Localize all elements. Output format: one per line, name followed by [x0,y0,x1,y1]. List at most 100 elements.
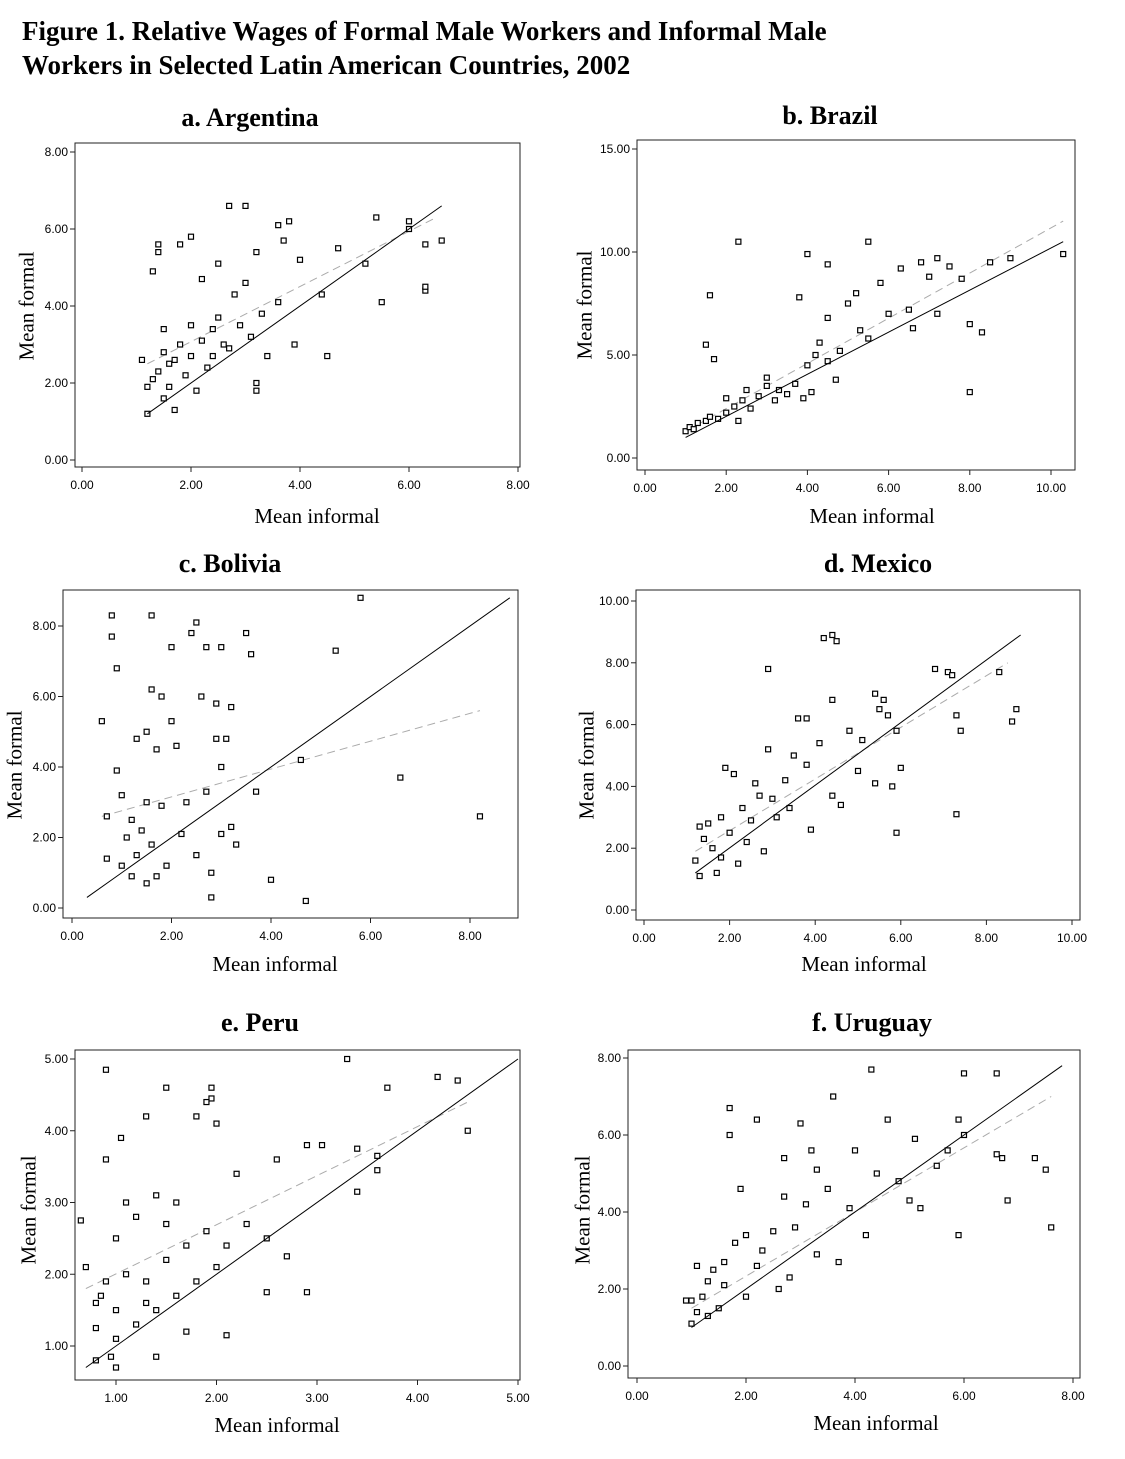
data-point [283,1253,290,1260]
data-point [783,391,791,398]
data-point [233,841,240,848]
data-point [829,631,836,639]
data-point [335,245,342,252]
x-tick-label: 4.00 [796,481,820,495]
data-point [893,727,900,734]
x-tick-label: 2.00 [718,931,742,945]
data-point [739,804,746,812]
data-point [755,393,762,400]
data-point [302,897,309,905]
data-point [97,1292,105,1299]
y-tick-label: 1.00 [45,1339,69,1353]
y-tick-label: 8.00 [598,1051,622,1065]
data-point [133,1321,140,1328]
data-point [808,388,815,396]
data-point [203,1228,210,1235]
data-point [362,260,369,267]
data-point [454,1077,461,1084]
data-point [177,341,184,348]
data-point [993,1070,1000,1077]
data-point [1008,718,1016,725]
data-point [946,263,953,270]
data-point [1042,1166,1049,1173]
data-point [763,374,770,381]
data-point [193,1278,200,1285]
data-point [865,335,872,342]
data-point [1048,1224,1055,1231]
data-point [889,783,896,790]
data-point [897,265,904,272]
data-point [208,894,215,901]
data-point [354,1188,361,1195]
x-tick-label: 4.00 [843,1389,867,1403]
data-point [836,347,843,354]
data-point [884,1116,891,1123]
data-point [258,310,265,317]
fitted-regression-line [685,220,1064,432]
x-tick-label: 6.00 [952,1389,976,1403]
data-point [837,801,844,809]
data-point [812,351,819,359]
data-point [808,1147,815,1154]
data-point [682,1297,690,1304]
data-point [688,1320,695,1327]
data-point [82,1263,89,1271]
y-tick-label: 2.00 [45,376,69,390]
panel-title: d. Mexico [824,549,932,578]
data-point [966,388,973,396]
data-point [275,222,282,229]
data-point [872,690,879,697]
data-point [706,292,714,299]
data-point [880,696,887,703]
data-point [193,387,200,394]
data-point [739,397,746,404]
data-point [770,1228,777,1235]
data-point [771,397,779,404]
data-point [885,310,892,317]
data-point [813,1251,820,1258]
y-tick-label: 4.00 [45,299,69,313]
data-point [702,417,710,425]
data-point [737,1185,744,1193]
data-point [122,1271,130,1278]
data-point [248,651,255,658]
x-tick-label: 2.00 [734,1389,758,1403]
data-point [688,1297,695,1304]
data-point [275,299,282,306]
data-point [143,799,150,806]
data-point [807,826,815,833]
data-point [422,241,429,248]
plot-frame [74,1049,521,1381]
fitted-regression-line [691,1096,1052,1309]
y-tick-label: 0.00 [606,903,630,917]
data-point [378,299,385,306]
data-point [113,767,120,774]
data-point [263,1289,270,1296]
y-tick-label: 5.00 [607,348,631,362]
data-point [112,1335,120,1342]
data-point [153,873,160,880]
data-point [357,594,364,601]
data-point [846,1205,853,1212]
x-tick-label: 8.00 [958,481,982,495]
equality-line [685,241,1064,438]
panel-title: f. Uruguay [812,1008,932,1037]
data-point [747,405,754,412]
data-point [113,665,120,672]
data-point [209,326,216,333]
data-point [344,1055,351,1063]
data-point [166,383,173,390]
x-tick-label: 0.00 [60,929,84,943]
data-point [183,1242,190,1249]
y-tick-label: 0.00 [45,453,69,467]
x-tick-label: 3.00 [305,1391,329,1405]
data-point [138,356,146,363]
data-point [713,869,720,877]
data-point [198,275,205,283]
data-point [143,728,150,735]
data-point [830,1093,837,1100]
y-axis-label: Mean formal [570,1155,594,1264]
data-point [709,845,716,852]
data-point [704,1278,711,1285]
